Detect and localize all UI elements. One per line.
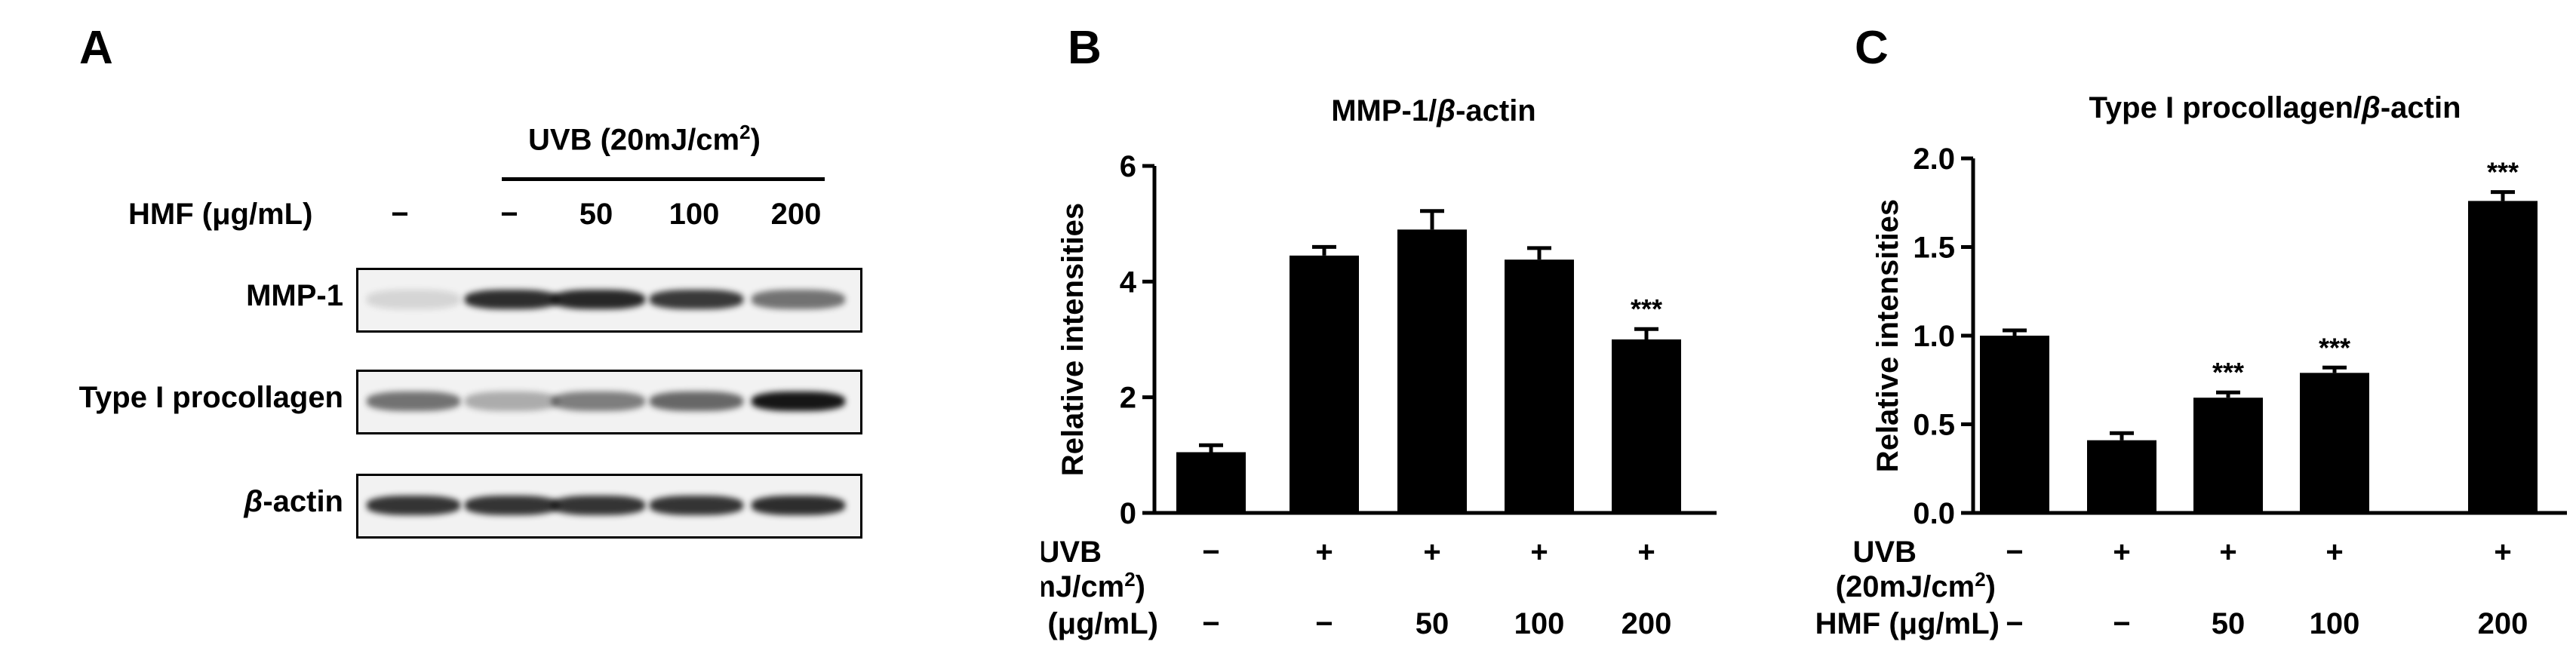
panel-c-letter: C (1855, 22, 1889, 74)
uvb-value: + (2494, 536, 2511, 569)
bar (2300, 373, 2369, 513)
uvb-value: + (2219, 536, 2236, 569)
blot-band (465, 290, 558, 309)
bar (2087, 440, 2156, 513)
blot-row-label-text: MMP-1 (246, 279, 343, 312)
hmf-value: 200 (1622, 607, 1672, 640)
hmf-value: − (2113, 607, 2130, 640)
uvb-value: + (2325, 536, 2343, 569)
uvb-row-label: UVB (1041, 536, 1102, 569)
bar (1612, 339, 1681, 513)
blot-band (552, 496, 645, 515)
uvb-value: + (1315, 536, 1333, 569)
blot-row-label: β-actin (11, 485, 343, 519)
uvb-label-close: ) (750, 123, 761, 157)
panel-a-hmf-value: − (391, 198, 409, 231)
chart-title: MMP-1/β-actin (1331, 94, 1536, 127)
significance-label: *** (2487, 157, 2519, 188)
y-axis-label: Relative intensities (1056, 203, 1090, 476)
panel-a-hmf-value: 100 (669, 198, 720, 231)
blot-band (552, 290, 645, 309)
blot-band (552, 391, 645, 411)
bar (1505, 259, 1574, 513)
uvb-label-sup: 2 (739, 121, 751, 143)
significance-label: *** (1631, 293, 1662, 324)
y-tick-label: 2.0 (1913, 143, 1955, 176)
blot-band (752, 290, 845, 309)
hmf-value: 100 (2310, 607, 2360, 640)
uvb-value: − (2006, 536, 2023, 569)
blot-row-label: MMP-1 (11, 279, 343, 313)
chart-c: Type I procollagen/β-actin Relative inten… (1815, 91, 2567, 640)
hmf-value: − (1315, 607, 1333, 640)
blot-row-label-text: Type I procollagen (78, 381, 343, 414)
blot-image (356, 474, 862, 539)
hmf-value: 200 (2478, 607, 2528, 640)
y-tick-label: 0.0 (1913, 497, 1955, 530)
y-tick-label: 4 (1120, 266, 1137, 299)
uvb-value: + (1637, 536, 1655, 569)
panel-a-hmf-label: HMF (μg/mL) (128, 198, 313, 231)
panel-a-uvb-line (502, 177, 825, 181)
blot-band (752, 496, 845, 515)
y-axis-label: Relative intensities (1871, 199, 1904, 472)
uvb-value: + (2113, 536, 2130, 569)
bar (2193, 398, 2263, 513)
uvb-label-text: UVB (20mJ/cm (528, 123, 740, 157)
blot-band (752, 391, 845, 411)
hmf-value: 50 (1416, 607, 1449, 640)
panel-b-letter: B (1068, 22, 1102, 74)
blot-image (356, 370, 862, 434)
hmf-row-label: HMF (μg/mL) (1815, 607, 2000, 640)
hmf-value: 50 (2212, 607, 2246, 640)
blot-band (650, 391, 743, 411)
panel-a-hmf-value: 50 (579, 198, 613, 231)
uvb-value: − (1202, 536, 1219, 569)
blot-row-label-text: -actin (263, 485, 343, 518)
blot-row-label: Type I procollagen (11, 381, 343, 415)
blot-row-label-italic: β (244, 485, 263, 518)
bar (2468, 201, 2538, 513)
panel-a-hmf-value: 200 (770, 198, 822, 231)
uvb-row-label: UVB (1853, 536, 1917, 569)
y-tick-label: 0 (1120, 497, 1136, 530)
significance-label: *** (2212, 357, 2244, 388)
blot-band (650, 496, 743, 515)
y-tick-label: 2 (1120, 382, 1136, 415)
y-tick-label: 0.5 (1913, 409, 1955, 442)
significance-label: *** (2319, 332, 2350, 363)
chart-title: Type I procollagen/β-actin (2089, 91, 2461, 124)
uvb-row-label-dose: (20mJ/cm2) (1836, 568, 1996, 603)
panel-a-letter: A (79, 22, 113, 74)
chart-b: MMP-1/β-actin Relative intensities 0 2 4 6 − − +… (1041, 94, 1717, 640)
bar (1397, 229, 1467, 513)
uvb-value: + (1423, 536, 1440, 569)
bar (1290, 255, 1359, 513)
uvb-value: + (1530, 536, 1548, 569)
panel-a-hmf-value: − (500, 198, 518, 231)
blot-band (465, 391, 558, 411)
bar (1176, 452, 1246, 513)
panel-a-uvb-label: UVB (20mJ/cm2) (528, 121, 761, 157)
y-tick-label: 1.5 (1913, 232, 1955, 265)
uvb-row-label-dose: (20mJ/cm2) (1041, 568, 1145, 603)
hmf-value: − (1202, 607, 1219, 640)
blot-image (356, 268, 862, 333)
blot-band (367, 290, 460, 309)
hmf-value: 100 (1514, 607, 1565, 640)
y-tick-label: 6 (1120, 150, 1136, 183)
bar (1980, 336, 2049, 513)
blot-band (367, 496, 460, 515)
hmf-row-label: HMF (μg/mL) (1041, 607, 1158, 640)
blot-band (465, 496, 558, 515)
y-tick-label: 1.0 (1913, 320, 1955, 353)
blot-band (650, 290, 743, 309)
blot-band (367, 391, 460, 411)
hmf-value: − (2006, 607, 2023, 640)
